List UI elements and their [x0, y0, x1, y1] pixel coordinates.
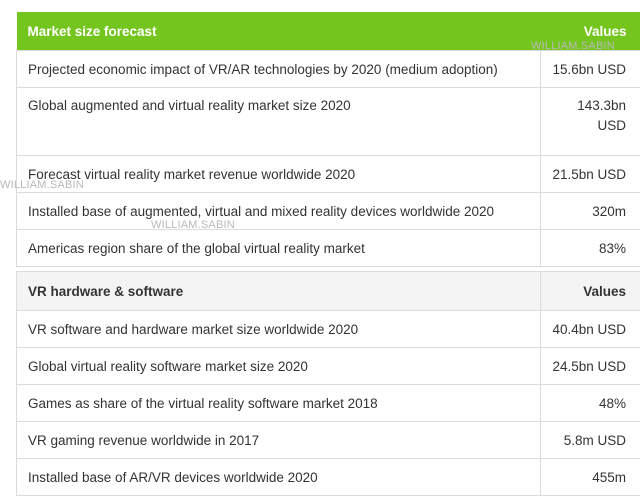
row-label: Global augmented and virtual reality mar…	[16, 87, 541, 156]
row-label: Installed base of augmented, virtual and…	[16, 192, 541, 230]
row-value: 83%	[540, 229, 640, 267]
column-header-values: Values	[540, 271, 640, 311]
table-row: Games as share of the virtual reality so…	[16, 384, 640, 422]
market-size-forecast-table: Market size forecast Values Projected ec…	[16, 12, 640, 267]
row-label: VR software and hardware market size wor…	[16, 310, 541, 348]
table-row: VR gaming revenue worldwide in 2017 5.8m…	[16, 421, 640, 459]
vr-hardware-software-table: VR hardware & software Values VR softwar…	[16, 271, 640, 496]
watermark: WILLIAM.SABIN	[531, 40, 615, 52]
row-value: 5.8m USD	[540, 421, 640, 459]
row-label: VR gaming revenue worldwide in 2017	[16, 421, 541, 459]
table-row: VR software and hardware market size wor…	[16, 310, 640, 348]
table-row: Projected economic impact of VR/AR techn…	[16, 50, 640, 88]
watermark: WILLIAM.SABIN	[151, 219, 235, 231]
row-value: 21.5bn USD	[540, 155, 640, 193]
column-header-label: Market size forecast	[16, 12, 541, 51]
row-label: Installed base of AR/VR devices worldwid…	[16, 458, 541, 496]
table-header-row: Market size forecast Values	[16, 12, 640, 51]
row-label: Projected economic impact of VR/AR techn…	[16, 50, 541, 88]
table-row: Forecast virtual reality market revenue …	[16, 155, 640, 193]
table-row: Americas region share of the global virt…	[16, 229, 640, 267]
table-row: Global virtual reality software market s…	[16, 347, 640, 385]
row-label: Games as share of the virtual reality so…	[16, 384, 541, 422]
row-label: Americas region share of the global virt…	[16, 229, 541, 267]
table-row: Installed base of AR/VR devices worldwid…	[16, 458, 640, 496]
row-value: 24.5bn USD	[540, 347, 640, 385]
table-header-row: VR hardware & software Values	[16, 271, 640, 311]
column-header-values: Values	[540, 12, 640, 51]
row-value: 15.6bn USD	[540, 50, 640, 88]
row-value: 40.4bn USD	[540, 310, 640, 348]
row-value: 320m	[540, 192, 640, 230]
table-row: Global augmented and virtual reality mar…	[16, 87, 640, 156]
watermark: WILLIAM.SABIN	[0, 179, 84, 191]
row-label: Global virtual reality software market s…	[16, 347, 541, 385]
table-row: Installed base of augmented, virtual and…	[16, 192, 640, 230]
row-value: 143.3bn USD	[540, 87, 640, 156]
column-header-label: VR hardware & software	[16, 271, 541, 311]
row-value: 48%	[540, 384, 640, 422]
row-value: 455m	[540, 458, 640, 496]
row-label: Forecast virtual reality market revenue …	[16, 155, 541, 193]
